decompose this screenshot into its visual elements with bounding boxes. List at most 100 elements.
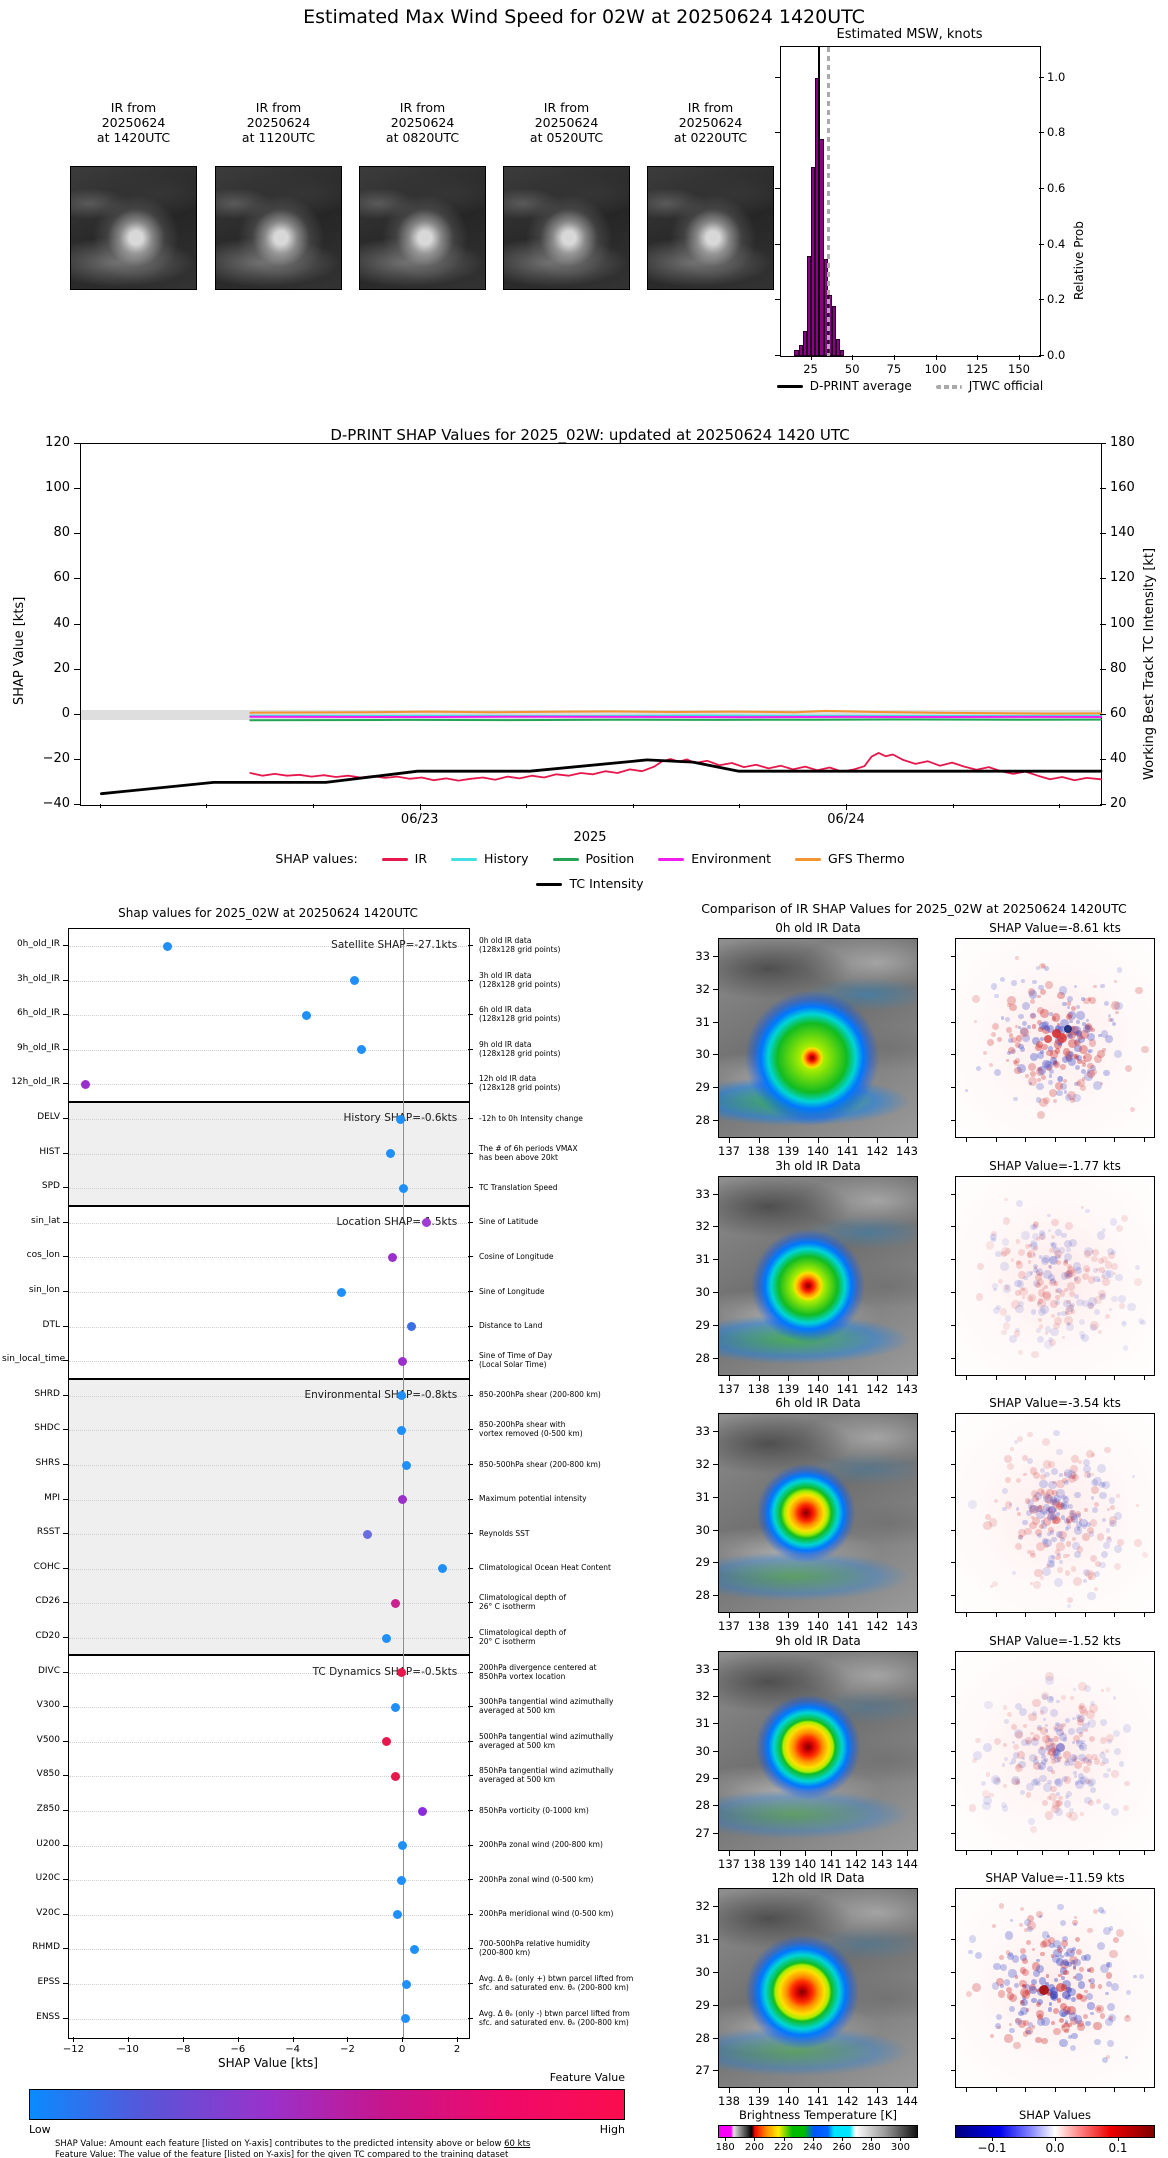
ir-data-map bbox=[718, 1175, 918, 1376]
shap-speckle bbox=[1062, 1958, 1070, 1966]
ts-right-tick-label: 140 bbox=[1110, 525, 1135, 541]
shap-map-lon-tick bbox=[1084, 2088, 1086, 2093]
ts-left-tick-label: −20 bbox=[42, 750, 70, 766]
dotplot-row-tick bbox=[63, 1567, 68, 1569]
ir-data-map bbox=[718, 938, 918, 1138]
shap-dot-RHMD bbox=[409, 1944, 419, 1954]
shap-speckle bbox=[1088, 1759, 1092, 1763]
dotplot-desc-tick bbox=[468, 1706, 473, 1708]
shap-speckle bbox=[1016, 1261, 1024, 1269]
shap-speckle bbox=[1102, 1518, 1107, 1523]
shap-map-lon-tick bbox=[1144, 1850, 1145, 1855]
lon-tick bbox=[907, 1613, 908, 1619]
shap-speckle bbox=[1019, 2006, 1029, 2016]
shap-speckle bbox=[1018, 1535, 1023, 1540]
shap-speckle bbox=[1065, 1311, 1069, 1316]
shap-speckle bbox=[1013, 2042, 1021, 2050]
feature-label-SHDC: SHDC bbox=[34, 1423, 60, 1434]
shap-speckle bbox=[1110, 1504, 1116, 1511]
dotplot-desc-tick bbox=[468, 1464, 473, 1465]
shap-speckle bbox=[1044, 1326, 1052, 1333]
histogram-xtick bbox=[977, 355, 979, 360]
ts-right-tick-label: 180 bbox=[1110, 435, 1135, 450]
shap-speckle bbox=[1057, 1076, 1064, 1082]
shap-speckle bbox=[1056, 1799, 1064, 1807]
shap-speckle bbox=[1024, 1984, 1030, 1990]
shap-speckle bbox=[1064, 1258, 1069, 1264]
shap-speckle bbox=[1039, 1036, 1044, 1042]
shap-speckle bbox=[1064, 1315, 1074, 1325]
shap-speckle bbox=[1023, 1472, 1028, 1477]
dotplot-xtick bbox=[128, 2037, 130, 2042]
shap-speckle bbox=[1017, 1280, 1025, 1288]
shap-speckle bbox=[1054, 1517, 1059, 1522]
dotplot-desc-tick bbox=[468, 1256, 473, 1258]
shap-speckle bbox=[1000, 1261, 1010, 1271]
shap-speckle bbox=[1106, 2002, 1116, 2012]
shap-speckle bbox=[1069, 2044, 1077, 2052]
timeseries-left-ylabel: SHAP Value [kts] bbox=[12, 596, 27, 705]
shap-speckle bbox=[1027, 1499, 1035, 1507]
shap-speckle bbox=[1044, 1982, 1050, 1987]
shap-speckle bbox=[1030, 1309, 1037, 1315]
shap-speckle bbox=[1063, 1469, 1073, 1478]
shap-speckle bbox=[1041, 1025, 1046, 1030]
feature-desc-EPSS: Avg. Δ θₑ (only +) btwn parcel lifted fr… bbox=[479, 1974, 634, 1992]
shap-speckle bbox=[1123, 1724, 1132, 1733]
shap-speckle bbox=[1040, 1952, 1045, 1957]
shap-speckle bbox=[1100, 1737, 1108, 1745]
shap-speckle bbox=[1076, 1020, 1081, 1025]
shap-speckle bbox=[1033, 1755, 1039, 1761]
section-shading bbox=[69, 1378, 469, 1656]
shap-speckle bbox=[1083, 1464, 1091, 1473]
shap-map-lat-tick bbox=[951, 1939, 955, 1941]
shap-speckle bbox=[991, 1923, 996, 1928]
shap-map-lon-tick bbox=[1084, 1613, 1086, 1618]
histogram-ytick-label: 0.6 bbox=[1047, 180, 1066, 195]
shap-speckle bbox=[1094, 1502, 1099, 1507]
shap-speckle bbox=[1078, 1517, 1083, 1521]
shap-speckle bbox=[1047, 1511, 1057, 1520]
shap-speckle bbox=[966, 1990, 973, 1997]
shap-speckle bbox=[994, 993, 999, 998]
shap-speckle bbox=[1089, 1978, 1095, 1985]
shap-speckle bbox=[1133, 1974, 1138, 1979]
shap-speckle bbox=[1086, 1759, 1093, 1766]
shap-speckle bbox=[1042, 1517, 1051, 1526]
shap-speckle bbox=[1037, 1727, 1042, 1732]
lat-tick bbox=[713, 1292, 718, 1293]
shap-speckle bbox=[1060, 2023, 1070, 2032]
legend-swatch-history bbox=[451, 857, 478, 862]
shap-map-lat-tick bbox=[951, 1750, 955, 1752]
shap-map-lat-tick bbox=[951, 2004, 955, 2006]
shap-speckle bbox=[1033, 1265, 1038, 1270]
shap-speckle bbox=[1054, 1300, 1060, 1306]
shap-speckle bbox=[1029, 999, 1035, 1005]
shap-speckle bbox=[1009, 2027, 1016, 2034]
shap-speckle bbox=[1055, 1289, 1059, 1293]
shap-speckle bbox=[1108, 1926, 1114, 1931]
shap-speckle bbox=[1094, 2038, 1101, 2046]
shap-speckle bbox=[1090, 1700, 1096, 1707]
feature-label-cos_lon: cos_lon bbox=[26, 1250, 60, 1261]
bt-cb-tick-label: 280 bbox=[861, 2142, 881, 2153]
dotplot-desc-tick bbox=[468, 1671, 473, 1673]
shap-speckle bbox=[1051, 1016, 1057, 1021]
shap-speckle bbox=[968, 1804, 977, 1812]
shap-speckle bbox=[1073, 1039, 1080, 1046]
shap-speckle bbox=[1049, 1338, 1056, 1346]
shap-speckle bbox=[1103, 1001, 1109, 1006]
shap-speckle bbox=[1001, 1763, 1006, 1767]
shap-speckle bbox=[1087, 1927, 1093, 1934]
dotplot-row-tick bbox=[63, 1083, 68, 1085]
shap-speckle bbox=[1032, 1759, 1039, 1766]
shap-speckle bbox=[1053, 1757, 1060, 1764]
dotplot-row-tick bbox=[63, 979, 68, 981]
dotplot-gridline bbox=[69, 1222, 469, 1224]
shap-speckle bbox=[1024, 1989, 1031, 1996]
shap-speckle bbox=[1045, 1064, 1053, 1071]
shap-speckle bbox=[1086, 1449, 1094, 1458]
shap-speckle bbox=[1004, 1285, 1010, 1290]
section-boundary bbox=[69, 1654, 469, 1657]
shap-speckle bbox=[1067, 2034, 1073, 2040]
